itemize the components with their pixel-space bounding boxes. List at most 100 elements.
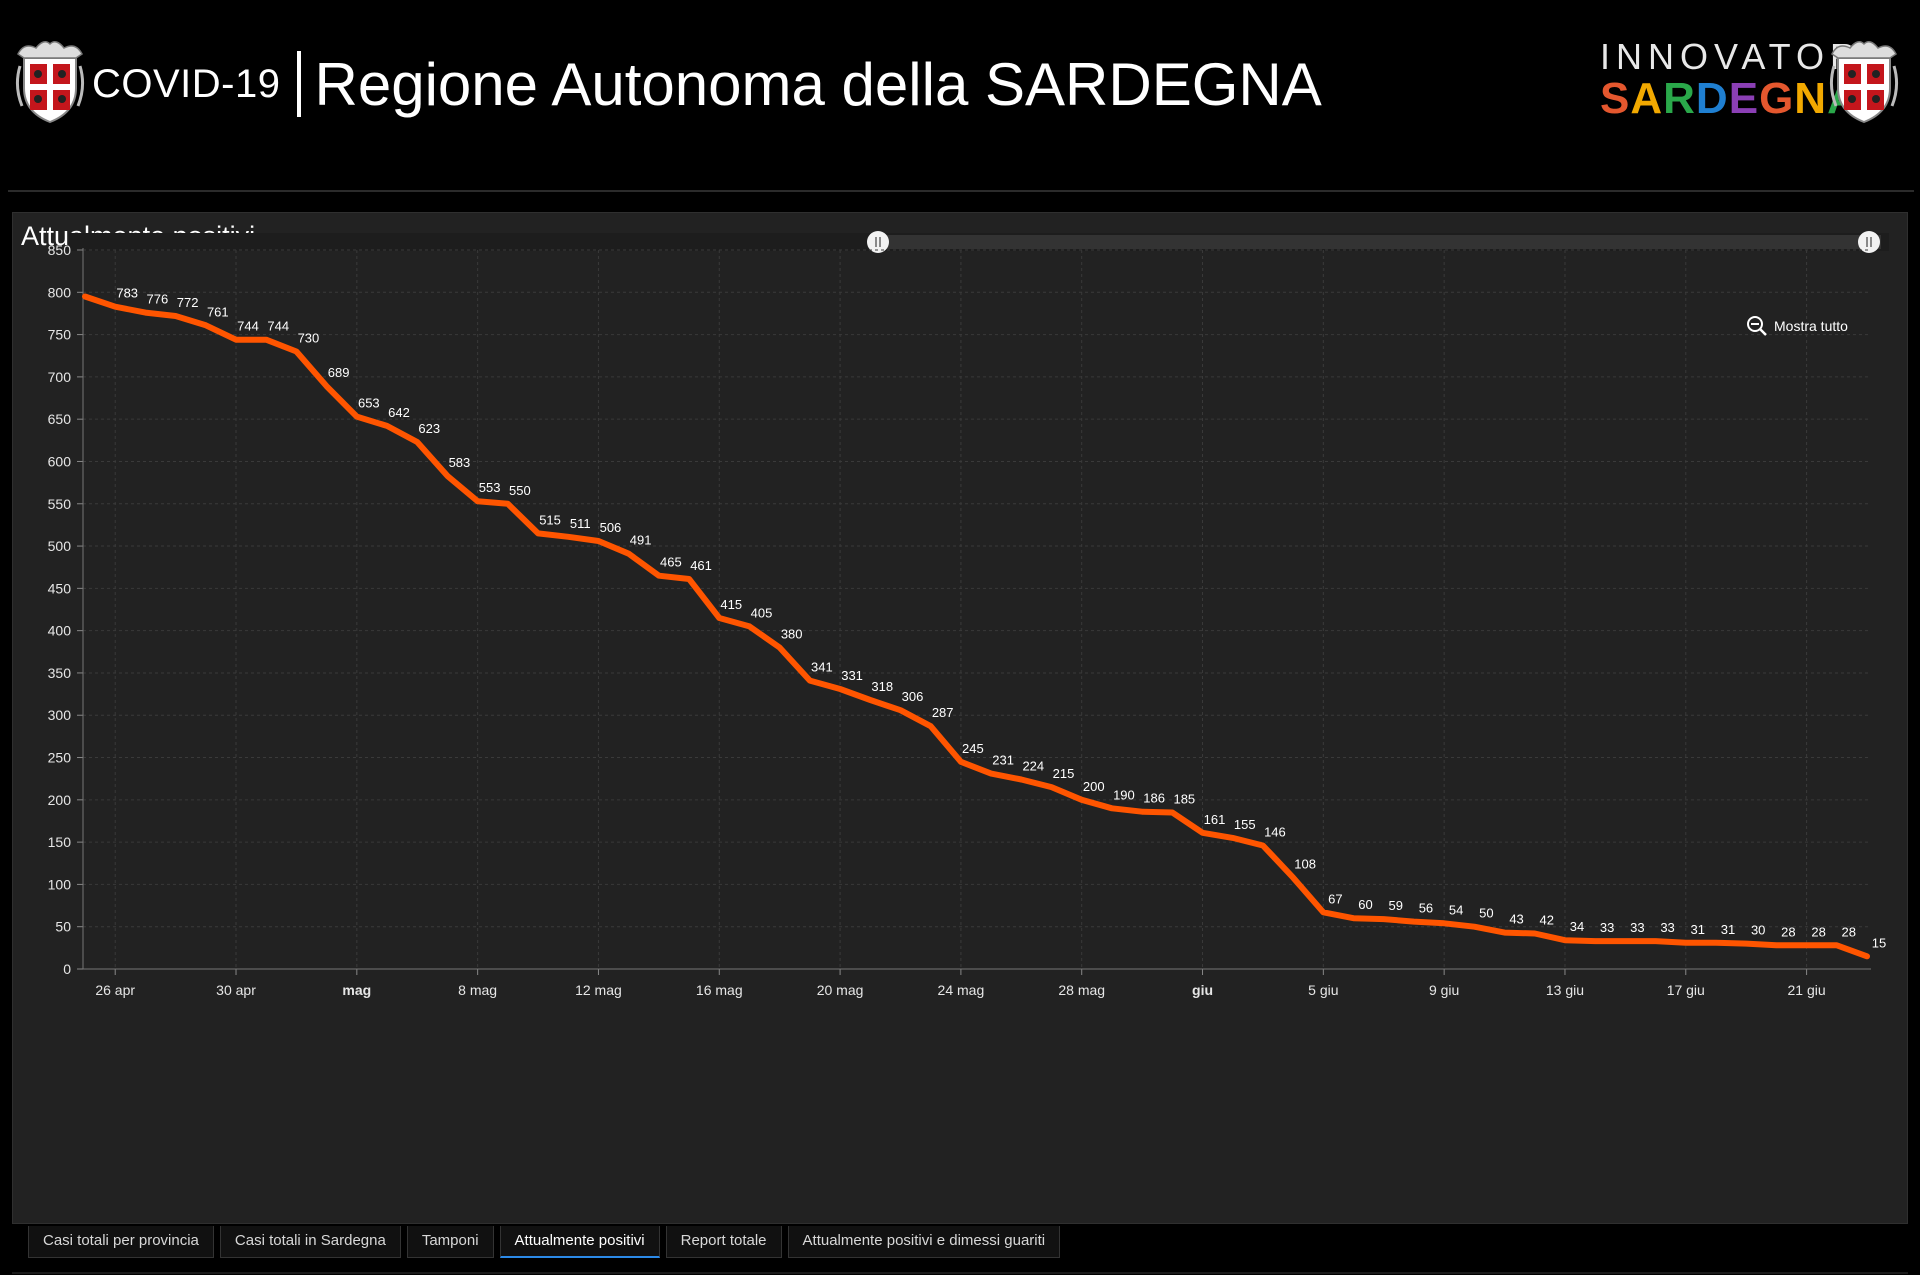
data-label: 761 xyxy=(207,304,229,319)
data-label: 34 xyxy=(1570,919,1584,934)
data-label: 31 xyxy=(1691,922,1705,937)
brand-line1: INNOVATORI xyxy=(1600,36,1879,77)
data-label: 550 xyxy=(509,483,531,498)
tab-attualmente-positivi[interactable]: Attualmente positivi xyxy=(499,1226,660,1258)
data-label: 67 xyxy=(1328,891,1342,906)
data-label: 583 xyxy=(449,455,471,470)
data-label: 772 xyxy=(177,295,199,310)
brand-letter: R xyxy=(1663,74,1696,123)
zoom-reset-button[interactable]: Mostra tutto xyxy=(1746,313,1848,339)
y-tick-label: 600 xyxy=(48,453,72,469)
app-header: COVID-19 Regione Autonoma della SARDEGNA… xyxy=(0,0,1920,190)
x-tick-label: 26 apr xyxy=(95,982,135,998)
y-tick-label: 700 xyxy=(48,369,72,385)
data-label: 108 xyxy=(1294,857,1316,872)
brand-letter: E xyxy=(1728,74,1760,123)
data-label: 553 xyxy=(479,480,501,495)
data-label: 190 xyxy=(1113,787,1135,802)
tab-bar: Casi totali per provincia Casi totali in … xyxy=(28,1226,1066,1258)
y-tick-label: 300 xyxy=(48,707,72,723)
data-label: 155 xyxy=(1234,817,1256,832)
data-label: 54 xyxy=(1449,902,1463,917)
y-tick-label: 100 xyxy=(48,876,72,892)
data-label: 341 xyxy=(811,660,833,675)
data-label: 491 xyxy=(630,533,652,548)
x-tick-label: 13 giu xyxy=(1546,982,1584,998)
zoom-out-icon xyxy=(1747,316,1767,336)
y-tick-label: 650 xyxy=(48,411,72,427)
tab-tamponi[interactable]: Tamponi xyxy=(406,1226,494,1258)
data-label: 200 xyxy=(1083,779,1105,794)
data-label: 28 xyxy=(1811,924,1825,939)
x-tick-label: mag xyxy=(342,982,371,998)
data-label: 42 xyxy=(1540,912,1554,927)
data-label: 730 xyxy=(298,331,320,346)
x-tick-label: 17 giu xyxy=(1667,982,1705,998)
tab-report-totale[interactable]: Report totale xyxy=(665,1226,782,1258)
title-separator xyxy=(296,51,301,117)
y-tick-label: 450 xyxy=(48,580,72,596)
data-label: 506 xyxy=(600,520,622,535)
chart-panel: Attualmente positivi 0501001502002503003… xyxy=(12,212,1908,1224)
data-label: 33 xyxy=(1630,920,1644,935)
data-label: 59 xyxy=(1389,898,1403,913)
zoom-reset-label: Mostra tutto xyxy=(1774,318,1848,334)
data-label: 511 xyxy=(570,516,591,531)
x-tick-label: 24 mag xyxy=(938,982,985,998)
x-tick-label: 16 mag xyxy=(696,982,743,998)
y-tick-label: 400 xyxy=(48,623,72,639)
x-tick-label: 8 mag xyxy=(458,982,497,998)
data-label: 245 xyxy=(962,741,984,756)
data-label: 185 xyxy=(1173,792,1195,807)
app-title: COVID-19 Regione Autonoma della SARDEGNA xyxy=(92,44,1322,124)
data-label: 783 xyxy=(116,286,138,301)
data-label: 405 xyxy=(751,605,773,620)
y-tick-label: 0 xyxy=(63,961,71,977)
x-tick-label: 30 apr xyxy=(216,982,256,998)
tab-attualmente-positivi-e-dimessi-guariti[interactable]: Attualmente positivi e dimessi guariti xyxy=(787,1226,1061,1258)
data-label: 331 xyxy=(841,668,863,683)
y-tick-label: 750 xyxy=(48,327,72,343)
bottom-divider xyxy=(12,1272,1908,1274)
brand-letter: G xyxy=(1759,74,1795,123)
range-handle[interactable] xyxy=(867,231,889,253)
data-label: 56 xyxy=(1419,901,1433,916)
data-label: 60 xyxy=(1358,897,1372,912)
title-prefix: COVID-19 xyxy=(92,61,281,106)
data-label: 30 xyxy=(1751,923,1765,938)
range-selection[interactable] xyxy=(877,235,1881,249)
data-label: 231 xyxy=(992,753,1014,768)
header-divider xyxy=(8,190,1914,192)
tab-casi-totali-per-provincia[interactable]: Casi totali per provincia xyxy=(28,1226,214,1258)
data-label: 689 xyxy=(328,365,350,380)
y-tick-label: 550 xyxy=(48,496,72,512)
data-label: 33 xyxy=(1600,920,1614,935)
sardinia-crest-icon xyxy=(15,41,85,124)
brand-line2: SARDEGNA xyxy=(1600,74,1860,124)
data-label: 146 xyxy=(1264,825,1286,840)
data-label: 380 xyxy=(781,627,803,642)
data-label: 33 xyxy=(1660,920,1674,935)
line-chart[interactable]: 0 50 100 150 200 250 300 350 400 450 500 550 600 650 7… xyxy=(13,213,1909,1225)
data-label: 287 xyxy=(932,705,954,720)
series-line[interactable] xyxy=(82,293,1870,960)
y-tick-label: 150 xyxy=(48,834,72,850)
innovatori-sardegna-logo: INNOVATORI SARDEGNA xyxy=(1596,36,1872,123)
x-tick-label: 5 giu xyxy=(1308,982,1338,998)
brand-letter: A xyxy=(1630,74,1664,123)
y-tick-label: 50 xyxy=(55,919,71,935)
brand-letter: D xyxy=(1695,74,1729,123)
y-tick-label: 500 xyxy=(48,538,72,554)
range-handle[interactable] xyxy=(1858,231,1880,253)
data-label: 31 xyxy=(1721,922,1735,937)
data-label: 653 xyxy=(358,396,380,411)
tab-casi-totali-in-sardegna[interactable]: Casi totali in Sardegna xyxy=(219,1226,401,1258)
y-tick-label: 200 xyxy=(48,792,72,808)
x-tick-label: 20 mag xyxy=(817,982,864,998)
data-label: 744 xyxy=(237,319,259,334)
x-tick-label: 9 giu xyxy=(1429,982,1459,998)
y-tick-label: 800 xyxy=(48,284,72,300)
data-label: 224 xyxy=(1022,759,1044,774)
data-label: 318 xyxy=(871,679,893,694)
x-tick-label: 12 mag xyxy=(575,982,622,998)
